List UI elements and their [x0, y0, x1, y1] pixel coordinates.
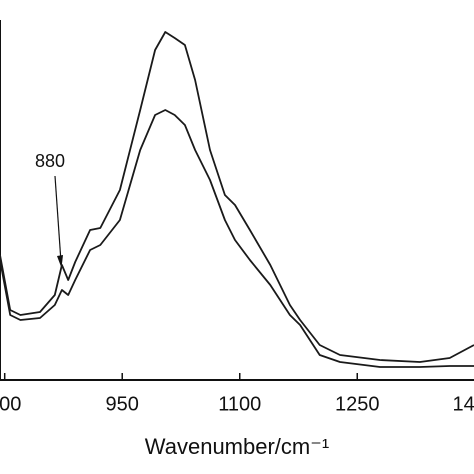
x-axis-label: Wavenumber/cm⁻¹ [145, 434, 329, 459]
x-tick-label: 1250 [335, 393, 380, 415]
x-tick-label: 1400 [453, 393, 474, 415]
x-tick-label: 800 [0, 393, 21, 415]
annotation-arrow [54, 175, 62, 263]
x-tick-label: 1100 [218, 393, 261, 415]
x-tick-label: 950 [106, 393, 139, 415]
spectrum-line [0, 31, 474, 363]
spectrum-line [0, 109, 474, 368]
annotation: 880 [35, 151, 65, 171]
